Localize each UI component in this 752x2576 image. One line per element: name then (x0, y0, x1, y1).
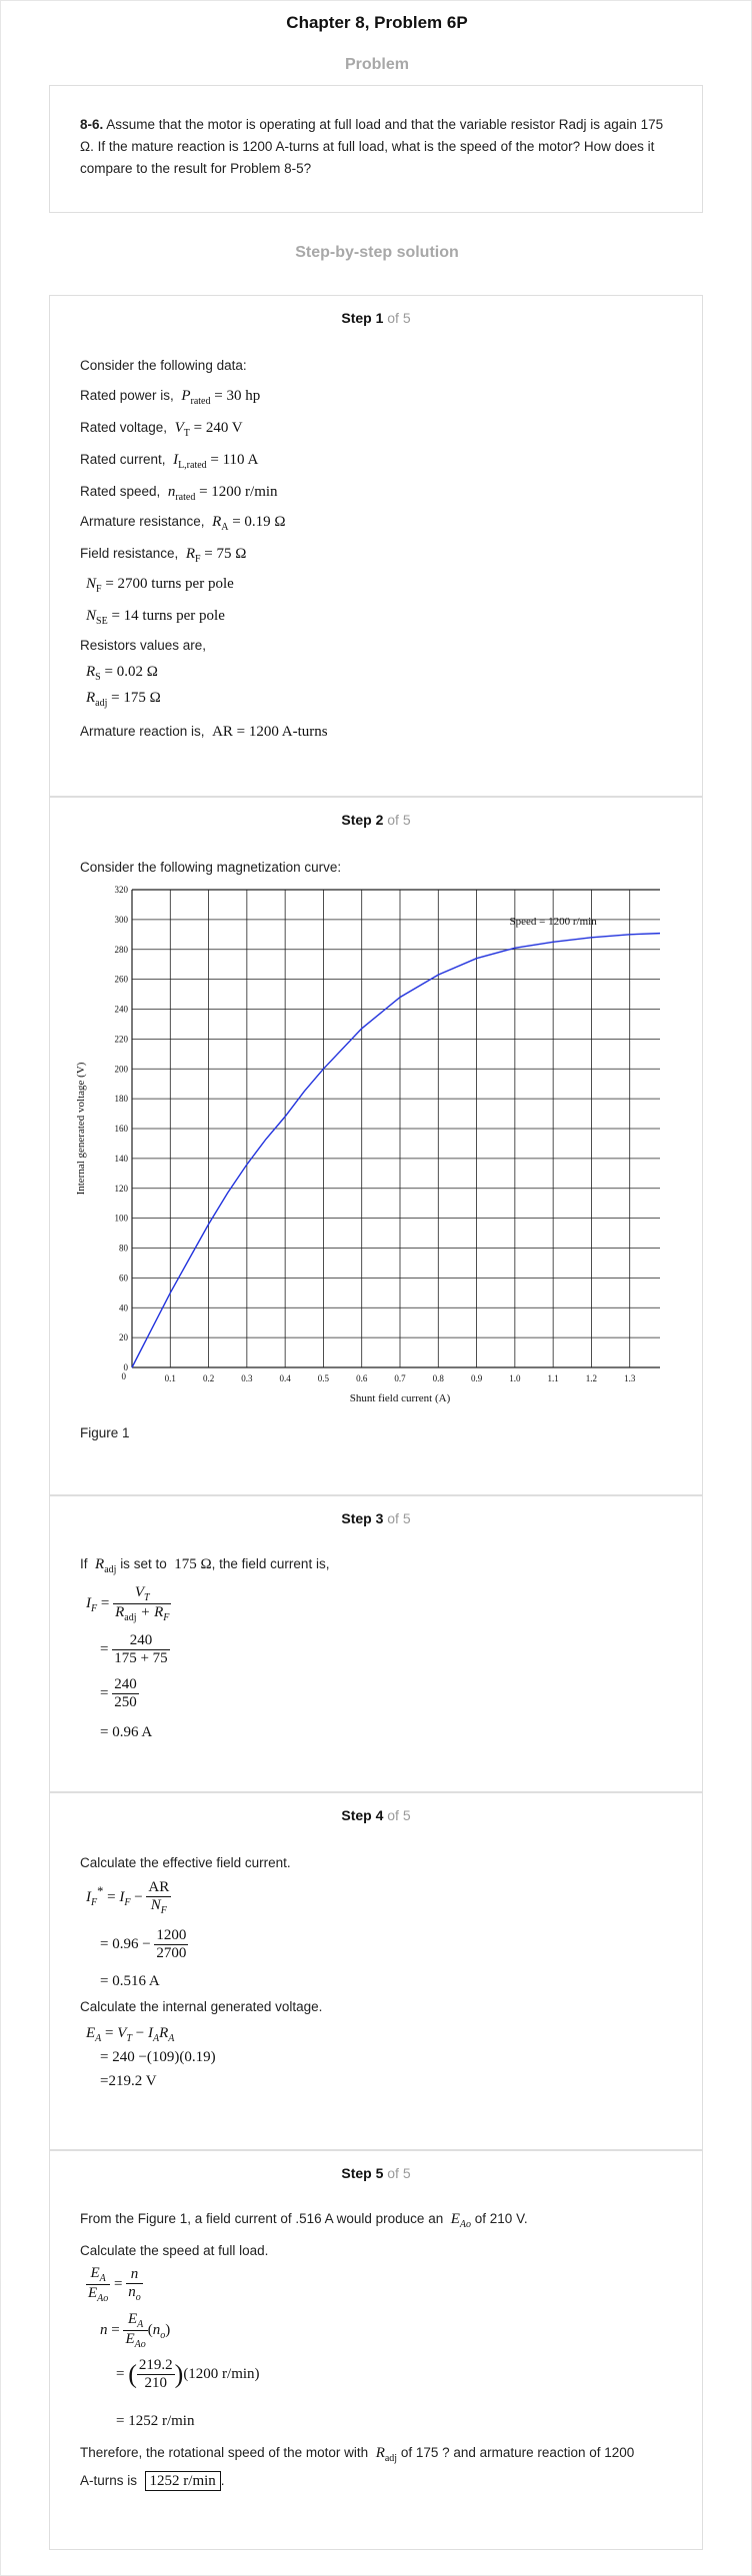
effective-current-eq: IF* = IF − AR NF (86, 1879, 172, 1916)
step-1-intro: Consider the following data: (80, 358, 247, 373)
x-tick-label: 0.6 (356, 1373, 368, 1383)
armature-reaction-row: Armature reaction is, AR = 1200 A-turns (80, 724, 328, 740)
magnetization-chart: 0 20 40 60 80 100 120 140 160 180 200 220 240 260 280 3… (75, 885, 660, 1404)
y-tick-label: 60 (119, 1273, 129, 1283)
final-answer-box: 1252 r/min (144, 2471, 221, 2491)
magnetization-curve (131, 932, 660, 1368)
conclusion-line2: A-turns is 1252 r/min. (80, 2471, 225, 2491)
y-tick-label: 320 (115, 885, 129, 895)
step-4-intro2: Calculate the internal generated voltage… (80, 1999, 323, 2014)
x-tick-label: 0.8 (433, 1373, 445, 1383)
step-2-intro: Consider the following magnetization cur… (80, 860, 342, 875)
rs-row: RS = 0.02 Ω (86, 664, 158, 683)
step-5-box: Step 5 of 5 From the Figure 1, a field c… (49, 2150, 703, 2550)
figure-caption: Figure 1 (80, 1425, 130, 1440)
x-tick-label: 0 (122, 1371, 127, 1381)
field-current-eq: IF = VT Radj + RF (86, 1584, 172, 1623)
resistors-label: Resistors values are, (80, 638, 207, 653)
speed-formula-eq: n = EA EAo (no) (100, 2311, 171, 2350)
x-tick-label: 0.3 (241, 1373, 253, 1383)
y-tick-label: 0 (124, 1362, 129, 1372)
y-tick-label: 100 (115, 1214, 129, 1224)
step-4-intro1: Calculate the effective field current. (80, 1855, 291, 1870)
x-tick-label: 0.5 (318, 1373, 330, 1383)
step-4-heading: Step 4 of 5 (341, 1807, 411, 1823)
step-3-intro: If Radj is set to 175 Ω, the field curre… (80, 1556, 330, 1575)
emf-result: =219.2 V (100, 2073, 157, 2089)
y-axis-label: Internal generated voltage (V) (75, 1062, 87, 1195)
step-1-heading: Step 1 of 5 (341, 310, 411, 326)
y-tick-label: 240 (115, 1005, 129, 1015)
step-5-heading: Step 5 of 5 (341, 2165, 411, 2181)
x-tick-label: 0.4 (280, 1373, 292, 1383)
solution-heading: Step-by-step solution (295, 244, 459, 261)
speed-result: = 1252 r/min (116, 2413, 195, 2429)
x-tick-label: 1.3 (624, 1373, 636, 1383)
data-row: Field resistance, RF = 75 Ω (80, 546, 247, 565)
step-4-box: Step 4 of 5 Calculate the effective fiel… (49, 1792, 703, 2150)
emf-eq: EA = VT − IARA (86, 2025, 175, 2044)
data-row: Rated power is, Prated = 30 hp (80, 388, 261, 407)
x-tick-label: 1.1 (548, 1373, 559, 1383)
emf-eq-step2: = 240 −(109)(0.19) (100, 2049, 216, 2065)
y-tick-label: 300 (115, 915, 129, 925)
conclusion-line1: Therefore, the rotational speed of the m… (80, 2445, 635, 2464)
x-axis-label: Shunt field current (A) (350, 1392, 451, 1404)
radj-row: Radj = 175 Ω (86, 690, 161, 709)
field-current-eq-step3: = 240 250 (100, 1676, 139, 1710)
y-tick-label: 40 (119, 1302, 129, 1312)
y-tick-label: 280 (115, 945, 129, 955)
problem-statement: Assume that the motor is operating at fu… (80, 117, 664, 176)
page-title: Chapter 8, Problem 6P (286, 13, 468, 32)
data-row: Armature resistance, RA = 0.19 Ω (80, 514, 286, 533)
y-tick-label: 20 (119, 1332, 129, 1342)
field-current-eq-step2: = 240 175 + 75 (100, 1632, 170, 1666)
speed-ratio-eq: EA EAo = n no (86, 2265, 143, 2304)
step-1-box: Step 1 of 5 Consider the following data:… (49, 295, 703, 797)
nse-row: NSE = 14 turns per pole (86, 608, 225, 627)
problem-box: 8-6. Assume that the motor is operating … (49, 85, 703, 213)
x-tick-label: 1.0 (509, 1373, 521, 1383)
x-tick-label: 0.9 (471, 1373, 483, 1383)
step-5-text1: From the Figure 1, a field current of .5… (80, 2211, 528, 2230)
x-tick-label: 1.2 (586, 1373, 597, 1383)
y-tick-label: 80 (119, 1244, 129, 1254)
speed-substituted-eq: = (219.2 210)(1200 r/min) (116, 2357, 260, 2391)
step-3-heading: Step 3 of 5 (341, 1510, 411, 1526)
effective-current-eq-step2: = 0.96 − 1200 2700 (100, 1927, 189, 1961)
field-current-result: = 0.96 A (100, 1724, 153, 1740)
y-tick-label: 220 (115, 1034, 129, 1044)
y-tick-label: 200 (115, 1064, 129, 1074)
step-2-heading: Step 2 of 5 (341, 812, 411, 828)
data-row: Rated speed, nrated = 1200 r/min (80, 484, 278, 503)
data-row: Rated voltage, VT = 240 V (80, 420, 243, 439)
x-tick-label: 0.2 (203, 1373, 214, 1383)
x-tick-label: 0.7 (394, 1373, 406, 1383)
y-tick-label: 160 (115, 1124, 129, 1134)
data-row: Rated current, IL,rated = 110 A (80, 452, 259, 471)
step-2-box: Step 2 of 5 Consider the following magne… (49, 797, 703, 1495)
problem-text: 8-6. Assume that the motor is operating … (80, 114, 680, 180)
y-tick-label: 180 (115, 1094, 129, 1104)
speed-annotation: Speed = 1200 r/min (510, 916, 598, 928)
problem-heading: Problem (344, 56, 409, 73)
problem-number: 8-6. (80, 117, 104, 132)
y-tick-label: 140 (115, 1154, 129, 1164)
x-tick-label: 0.1 (165, 1373, 176, 1383)
step-5-text2: Calculate the speed at full load. (80, 2243, 269, 2258)
step-3-box: Step 3 of 5 If Radj is set to 175 Ω, the… (49, 1495, 703, 1792)
y-tick-label: 120 (115, 1184, 129, 1194)
y-tick-label: 260 (115, 975, 129, 985)
nf-row: NF = 2700 turns per pole (86, 576, 234, 595)
effective-current-result: = 0.516 A (100, 1973, 160, 1989)
